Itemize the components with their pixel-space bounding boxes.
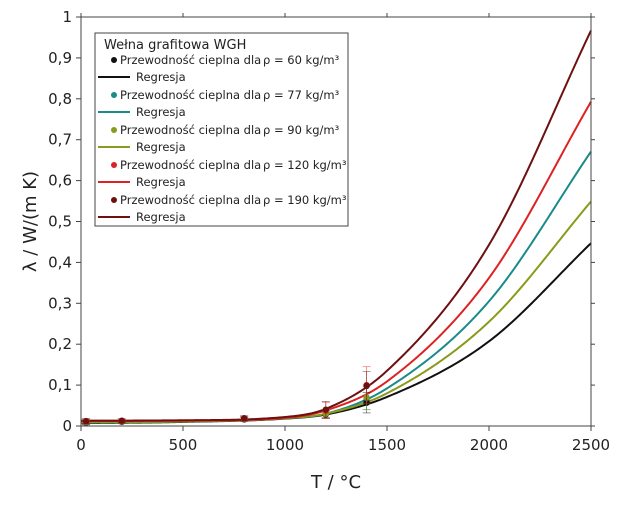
legend: Wełna grafitowa WGH Przewodność cieplna … <box>94 32 349 227</box>
legend-marker <box>111 57 117 63</box>
regression-line-1 <box>80 242 592 425</box>
regression-curves <box>80 30 592 425</box>
legend-marker <box>111 162 117 168</box>
legend-entries: Przewodność cieplna dla ρ = 60 kg/m³Regre… <box>98 53 347 224</box>
x-tick-label: 500 <box>169 436 198 454</box>
x-axis: 0 500 1000 1500 2000 2500 <box>76 13 610 454</box>
y-axis: 0 0,1 0,2 0,3 0,4 0,5 0,6 0,7 0,8 0,9 1 <box>48 8 595 435</box>
legend-title: Wełna grafitowa WGH <box>104 38 246 53</box>
y-tick-label: 0,2 <box>48 335 72 353</box>
legend-marker-label: Przewodność cieplna dla <box>120 193 261 207</box>
legend-density: ρ = 77 kg/m³ <box>263 88 340 102</box>
regression-line-3 <box>80 200 592 424</box>
data-point <box>82 417 90 425</box>
plot-area <box>80 16 592 427</box>
y-axis-title: λ / W/(m K) <box>20 171 41 272</box>
legend-marker <box>111 92 117 98</box>
y-tick-label: 0 <box>62 417 72 435</box>
legend-marker <box>111 197 117 203</box>
data-point <box>241 415 248 422</box>
y-tick-label: 0,3 <box>48 294 72 312</box>
legend-entry-2: Przewodność cieplna dla ρ = 77 kg/m³ Regre… <box>98 88 340 119</box>
y-tick-label: 1 <box>62 8 72 26</box>
y-tick-label: 0,9 <box>48 49 72 67</box>
legend-line-label: Regresja <box>136 140 186 154</box>
legend-entry-3: Przewodność cieplna dla ρ = 90 kg/m³ Regre… <box>98 123 340 154</box>
legend-line-label: Regresja <box>136 70 186 84</box>
data-point <box>118 417 126 424</box>
legend-density: ρ = 60 kg/m³ <box>263 53 340 67</box>
y-tick-label: 0,5 <box>48 213 72 231</box>
legend-density: ρ = 120 kg/m³ <box>263 158 347 172</box>
regression-line-5 <box>81 30 592 422</box>
x-tick-label: 0 <box>76 436 86 454</box>
legend-marker-label: Przewodność cieplna dla <box>120 53 261 67</box>
legend-marker-label: Przewodność cieplna dla <box>120 123 261 137</box>
x-tick-label: 2000 <box>470 436 508 454</box>
legend-line-label: Regresja <box>136 210 186 224</box>
legend-entry-5: Przewodność cieplna dla ρ = 190 kg/m³ Regr… <box>98 193 347 224</box>
x-axis-title: T / °C <box>310 472 361 493</box>
legend-marker-label: Przewodność cieplna dla <box>120 88 261 102</box>
legend-line-label: Regresja <box>136 175 186 189</box>
legend-density: ρ = 190 kg/m³ <box>263 193 347 207</box>
data-point <box>363 382 370 390</box>
legend-box <box>94 32 349 227</box>
y-tick-label: 0,1 <box>48 376 72 394</box>
legend-marker <box>111 127 117 133</box>
legend-entry-4: Przewodność cieplna dla ρ = 120 kg/m³ Regr… <box>98 158 347 189</box>
y-tick-label: 0,6 <box>48 172 72 190</box>
x-tick-label: 1500 <box>368 436 406 454</box>
x-tick-label: 2500 <box>572 436 610 454</box>
legend-entry-1: Przewodność cieplna dla ρ = 60 kg/m³ Regre… <box>98 53 340 84</box>
y-tick-label: 0,4 <box>48 253 72 271</box>
legend-density: ρ = 90 kg/m³ <box>263 123 340 137</box>
data-point <box>322 406 329 413</box>
legend-line-label: Regresja <box>136 105 186 119</box>
data-points <box>82 366 371 426</box>
y-tick-label: 0,7 <box>48 131 72 149</box>
legend-marker-label: Przewodność cieplna dla <box>120 158 261 172</box>
y-tick-label: 0,8 <box>48 90 72 108</box>
x-tick-label: 1000 <box>266 436 304 454</box>
